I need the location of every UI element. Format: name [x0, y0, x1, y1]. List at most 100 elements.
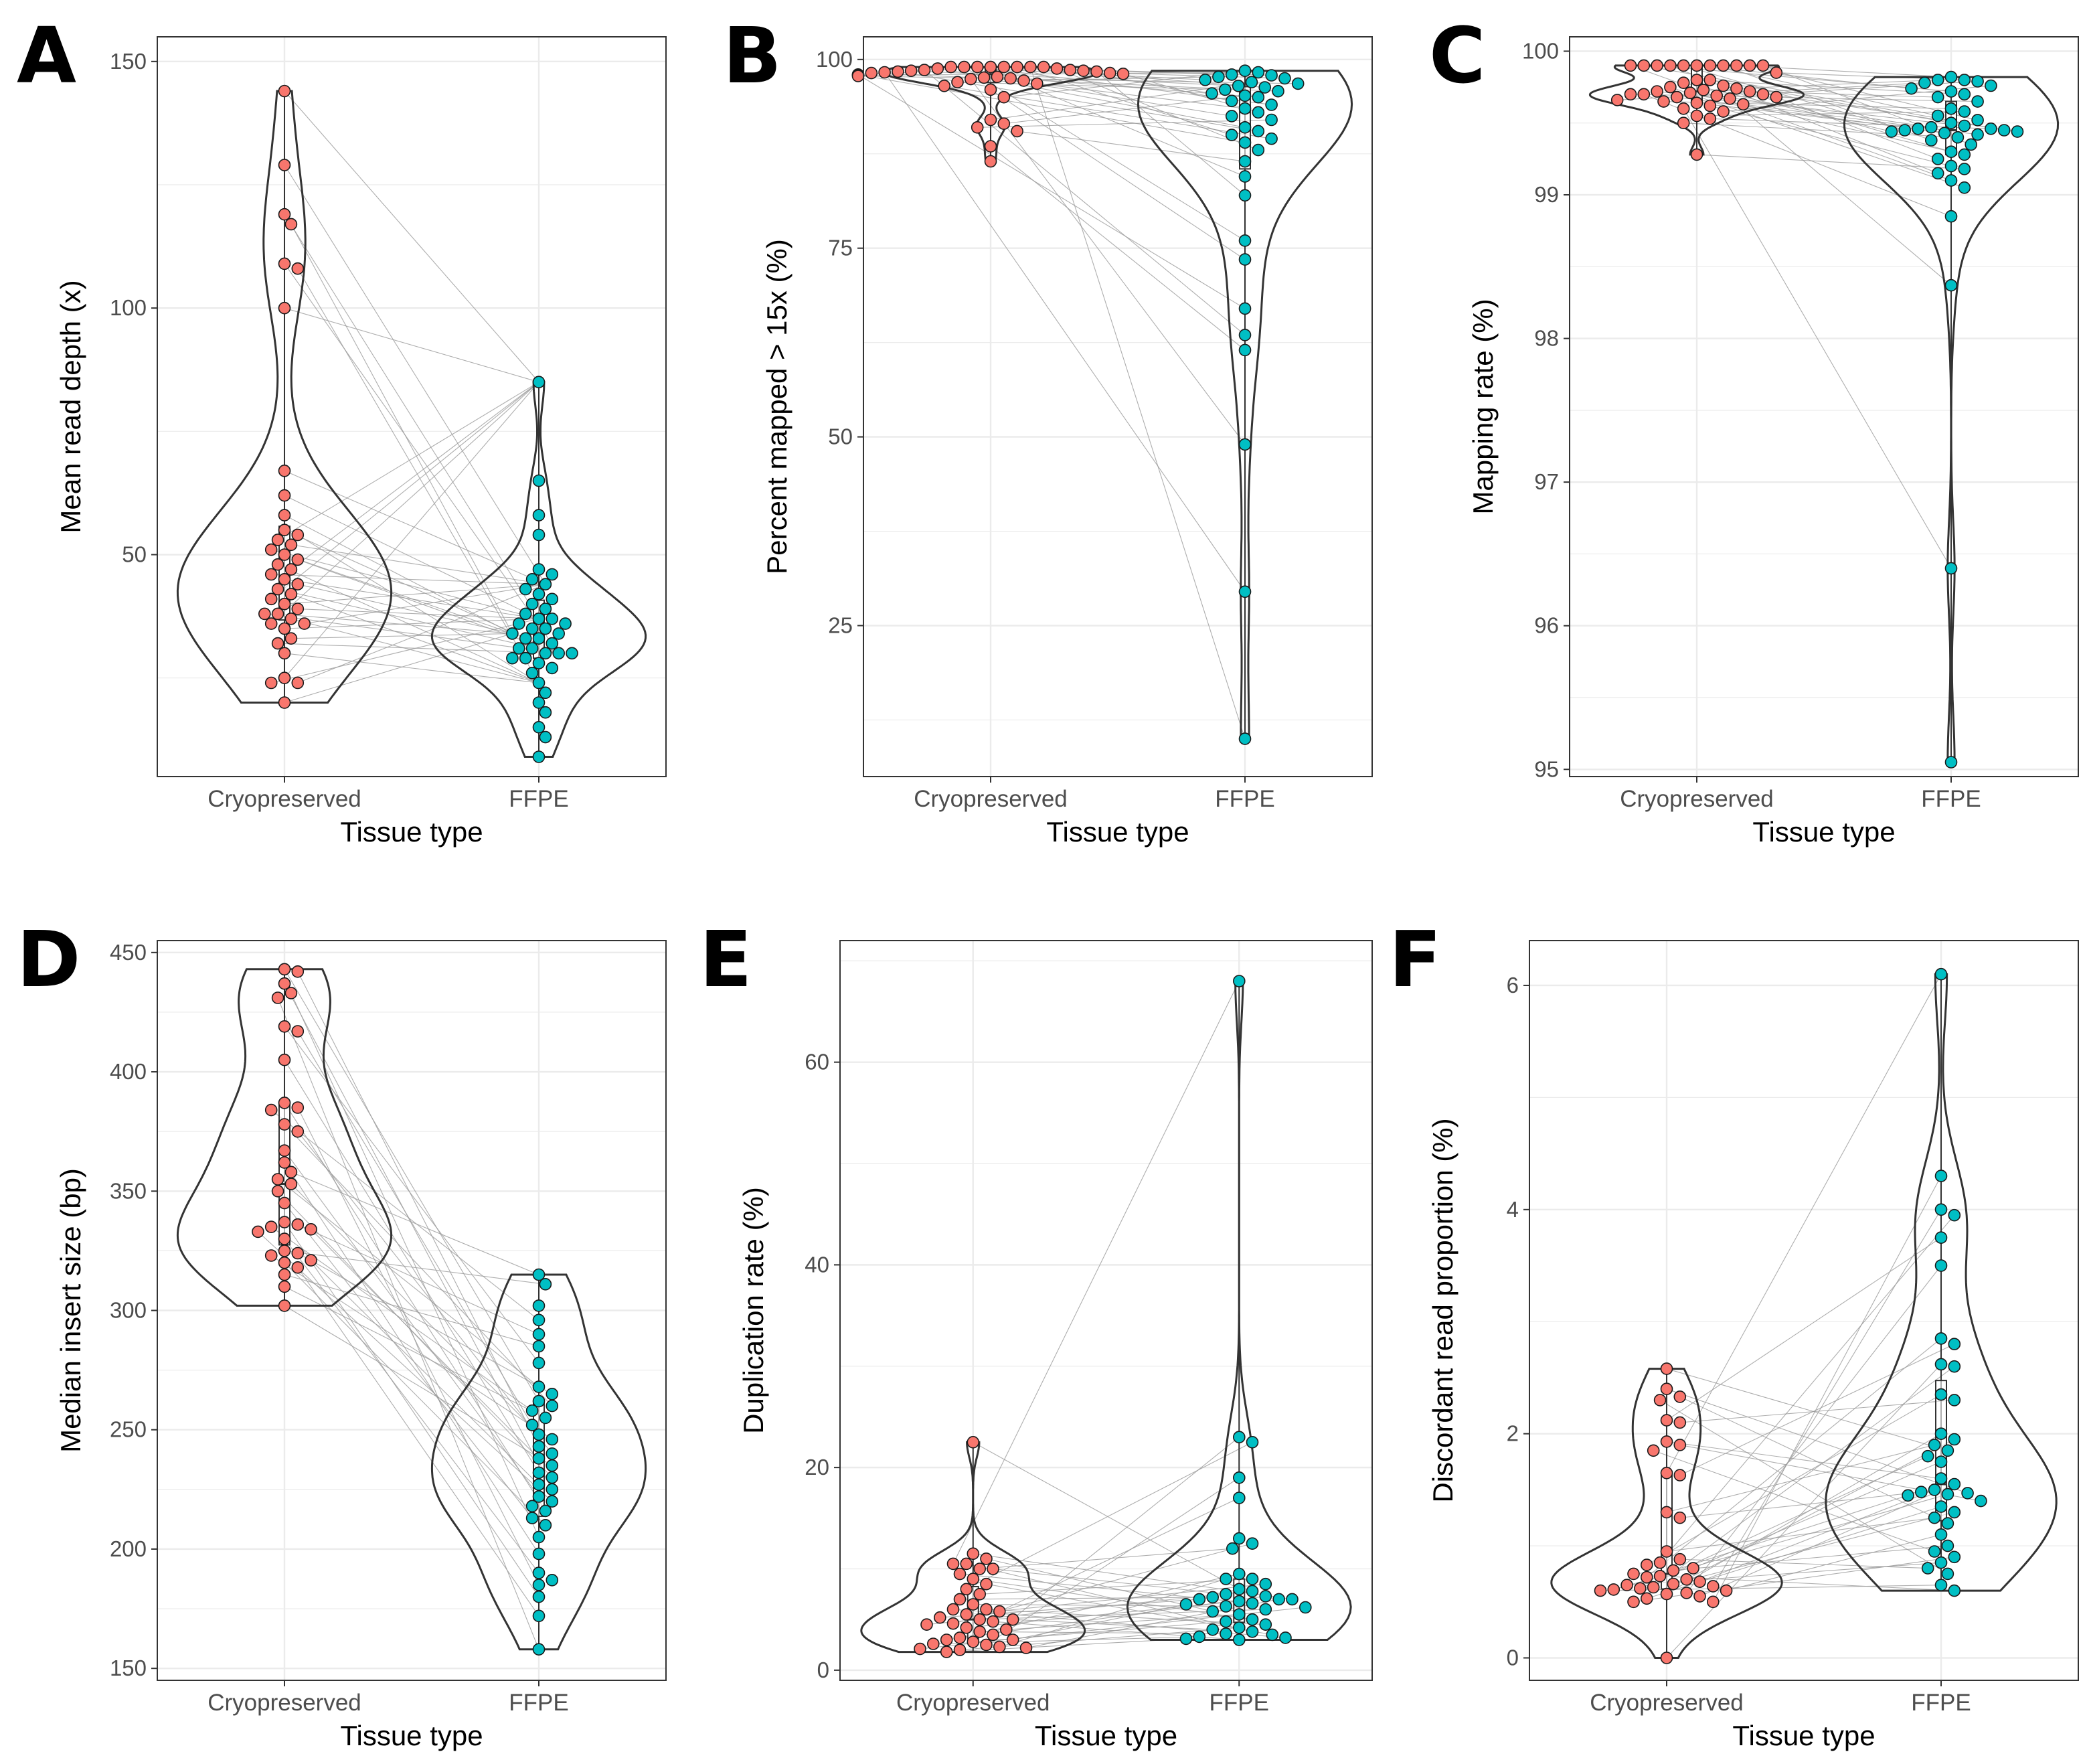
data-point [1050, 62, 1064, 75]
x-tick-label: Cryopreserved [1620, 786, 1774, 812]
x-tick-label: Cryopreserved [896, 1690, 1050, 1716]
data-point [1252, 66, 1265, 79]
data-point [546, 1433, 559, 1446]
pair-line [284, 515, 513, 634]
pair-line [284, 1305, 553, 1466]
y-axis-title: Mean read depth (x) [55, 280, 86, 533]
data-point [1948, 1550, 1961, 1564]
data-point [1902, 1489, 1914, 1502]
data-point [1031, 77, 1044, 90]
data-point [1934, 1472, 1948, 1485]
data-point [1233, 1567, 1246, 1581]
pair-line [990, 146, 1246, 351]
data-point [980, 1638, 993, 1652]
data-point [264, 1220, 278, 1233]
data-point [1673, 1552, 1687, 1566]
pair-line [857, 74, 1246, 309]
violin-cryopreserved [1550, 1368, 1783, 1659]
data-point [958, 60, 971, 74]
data-point [980, 1552, 993, 1565]
data-point [1944, 116, 1958, 129]
pair-line [270, 1255, 553, 1440]
data-point [1004, 72, 1017, 85]
pair-line [284, 1202, 533, 1518]
data-point [506, 627, 519, 640]
data-point [1985, 79, 1997, 92]
data-point [1246, 1613, 1259, 1626]
data-point [278, 301, 291, 315]
chart-panel-f: 0 2 4 6 Cryopreserved FFPE Tissue type Discorda… [1389, 915, 2079, 1751]
data-point [525, 1500, 539, 1513]
data-point [1948, 1433, 1961, 1446]
x-tick-label: FFPE [1215, 786, 1274, 812]
data-point [532, 612, 546, 625]
pair-line [1017, 66, 1232, 136]
pair-line [271, 574, 546, 585]
data-point [1265, 113, 1278, 127]
pair-line [1696, 79, 1965, 95]
data-point [1064, 64, 1077, 76]
data-point [1941, 1488, 1954, 1501]
data-point [1948, 1360, 1961, 1373]
data-point [1944, 70, 1958, 84]
data-point [298, 617, 311, 630]
data-point [878, 66, 891, 79]
data-point [1232, 80, 1245, 92]
data-point [284, 1166, 298, 1179]
data-point [984, 155, 997, 168]
x-tick-label: FFPE [1921, 786, 1981, 812]
x-tick-label: FFPE [509, 1690, 568, 1716]
data-point [1252, 125, 1265, 138]
pair-line [1683, 123, 1958, 138]
data-point [1238, 89, 1252, 102]
y-tick-label: 97 [1534, 469, 1559, 494]
data-point [967, 1573, 980, 1585]
panel-label: E [699, 915, 752, 1005]
pair-line [290, 633, 513, 639]
data-point [953, 1643, 967, 1656]
data-point [971, 60, 984, 74]
data-point [539, 622, 552, 635]
y-tick-label: 450 [110, 940, 147, 965]
pair-line [977, 119, 1272, 128]
data-point [865, 66, 878, 80]
pair-line [284, 1150, 539, 1497]
data-point [1898, 124, 1911, 137]
y-axis-title: Duplication rate (%) [738, 1187, 769, 1434]
data-point [532, 1340, 546, 1353]
data-point [1624, 88, 1637, 101]
pair-line [290, 593, 539, 684]
data-point [525, 642, 539, 655]
pair-line [277, 1179, 539, 1387]
pair-line [1096, 71, 1246, 196]
panel-label: B [723, 11, 782, 101]
data-point [1770, 90, 1783, 104]
pair-line [284, 495, 539, 619]
y-tick-label: 99 [1534, 182, 1559, 207]
chart-panel-b: 25 50 75 100 Cryopreserved FFPE Tissue type Per… [723, 11, 1373, 848]
data-point [532, 1428, 546, 1441]
data-point [1944, 210, 1958, 223]
data-point [278, 1196, 291, 1210]
data-point [546, 1471, 559, 1484]
data-point [252, 1225, 264, 1238]
pair-line [284, 382, 539, 679]
data-point [1233, 1595, 1246, 1608]
data-point [960, 1557, 973, 1571]
data-point [552, 627, 566, 640]
data-point [278, 509, 291, 522]
pair-line [1029, 66, 1246, 739]
data-point [1246, 1573, 1259, 1585]
pair-line [264, 613, 559, 654]
y-tick-label: 95 [1534, 756, 1559, 781]
data-point [291, 553, 305, 566]
pair-line [290, 993, 539, 1538]
panel-label: C [1429, 11, 1485, 101]
y-tick-label: 150 [110, 49, 147, 74]
data-point [532, 1452, 546, 1465]
data-point [1944, 756, 1958, 769]
y-tick-label: 75 [828, 236, 853, 260]
data-point [532, 1313, 546, 1327]
data-point [264, 1249, 278, 1262]
data-point [1958, 181, 1971, 194]
